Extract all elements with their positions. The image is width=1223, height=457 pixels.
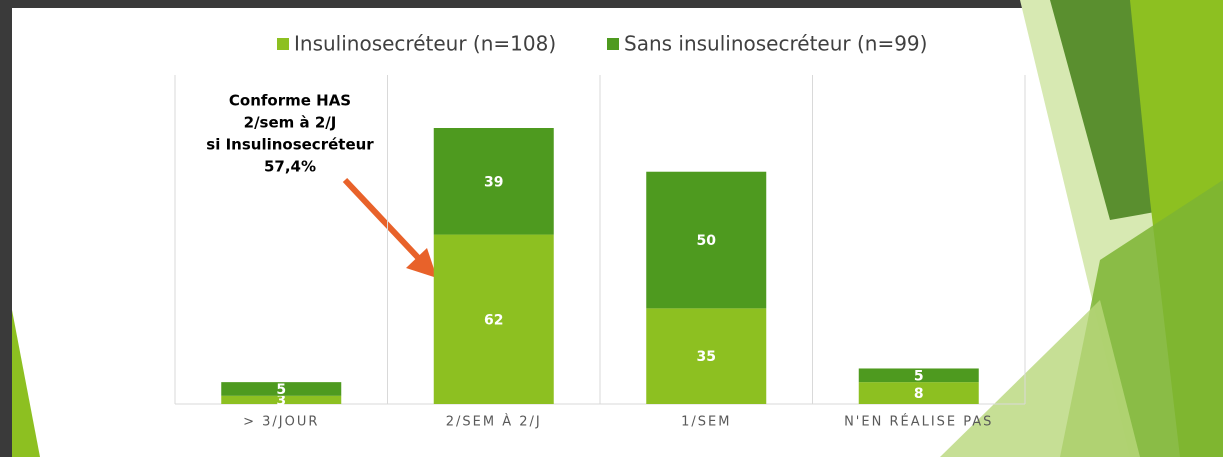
legend-swatch xyxy=(277,38,289,50)
legend-swatch xyxy=(607,38,619,50)
bar-segment xyxy=(646,171,767,309)
legend-label: Sans insulinosecréteur (n=99) xyxy=(624,32,927,56)
legend-label: Insulinosecréteur (n=108) xyxy=(294,32,556,56)
annotation-line: si Insulinosecréteur xyxy=(206,136,374,154)
bar-segment xyxy=(646,308,767,404)
bar-segment xyxy=(433,234,554,404)
data-label: 62 xyxy=(484,312,503,328)
bar-segment xyxy=(433,128,554,235)
bar-segment xyxy=(858,382,979,404)
data-label: 3 xyxy=(276,393,286,409)
data-label: 39 xyxy=(484,174,503,190)
annotation-line: 2/sem à 2/J xyxy=(244,114,337,132)
x-tick-label: > 3/JOUR xyxy=(243,415,319,430)
annotation: Conforme HAS 2/sem à 2/J si Insulinosecr… xyxy=(206,92,437,278)
decor xyxy=(940,300,1140,457)
x-tick-label: N'EN RÉALISE PAS xyxy=(844,414,993,430)
data-label: 50 xyxy=(697,233,717,249)
bar-segment xyxy=(858,368,979,383)
bar-segment xyxy=(221,395,342,404)
data-label: 35 xyxy=(697,349,716,365)
x-tick-label: 1/SEM xyxy=(681,415,731,430)
data-label: 5 xyxy=(276,382,286,398)
data-label: 8 xyxy=(914,386,924,402)
arrow xyxy=(342,177,428,268)
decor xyxy=(12,310,40,457)
annotation-line: 57,4% xyxy=(264,158,316,176)
annotation-line: Conforme HAS xyxy=(229,92,351,110)
x-tick-label: 2/SEM À 2/J xyxy=(446,414,542,430)
arrow-head xyxy=(406,248,437,278)
bar-segment xyxy=(221,382,342,396)
data-label: 5 xyxy=(914,368,924,384)
